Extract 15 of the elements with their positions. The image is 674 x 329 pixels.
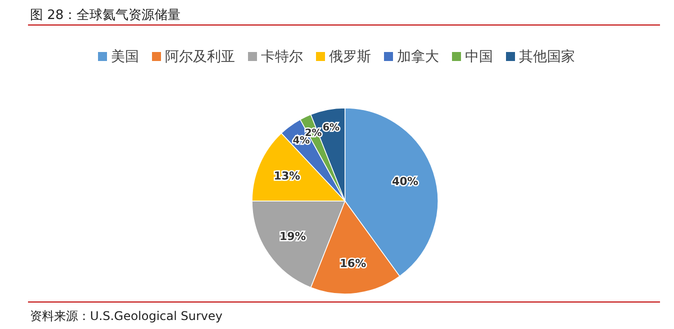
legend-label: 俄罗斯 [329, 49, 371, 65]
text: 资料来源：U.S.Geological Survey [30, 309, 223, 323]
legend-label: 美国 [111, 49, 139, 65]
legend-label: 卡特尔 [261, 49, 303, 65]
legend-label: 阿尔及利亚 [165, 49, 235, 65]
chart-title: 图 28：全球氦气资源储量 [30, 8, 181, 23]
data-label: 19% [280, 230, 306, 244]
data-label: 4% [292, 135, 310, 146]
data-label: 6% [322, 122, 340, 134]
data-label: 16% [340, 257, 366, 270]
data-label: 40% [392, 174, 418, 188]
legend-label: 中国 [465, 49, 493, 65]
legend-label: 加拿大 [397, 49, 439, 65]
legend-label: 其他国家 [519, 49, 575, 65]
data-label: 13% [274, 169, 300, 182]
